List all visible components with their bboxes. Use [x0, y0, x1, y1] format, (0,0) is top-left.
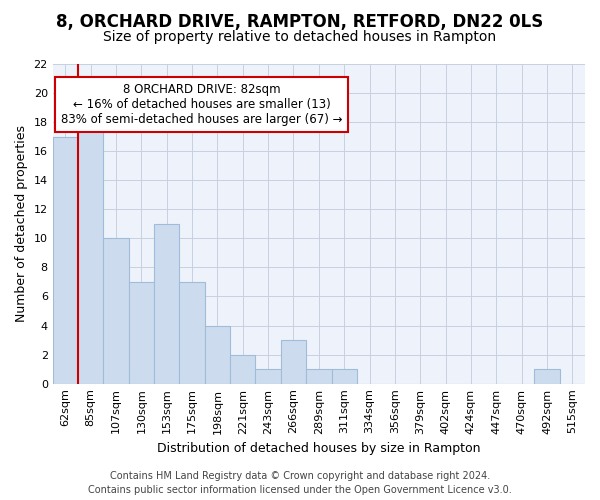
- Y-axis label: Number of detached properties: Number of detached properties: [15, 126, 28, 322]
- Text: Size of property relative to detached houses in Rampton: Size of property relative to detached ho…: [103, 30, 497, 44]
- Text: 8 ORCHARD DRIVE: 82sqm
← 16% of detached houses are smaller (13)
83% of semi-det: 8 ORCHARD DRIVE: 82sqm ← 16% of detached…: [61, 83, 343, 126]
- Bar: [332, 369, 357, 384]
- Bar: [535, 369, 560, 384]
- Bar: [256, 369, 281, 384]
- Bar: [281, 340, 306, 384]
- Bar: [306, 369, 332, 384]
- X-axis label: Distribution of detached houses by size in Rampton: Distribution of detached houses by size …: [157, 442, 481, 455]
- Bar: [230, 354, 256, 384]
- Bar: [154, 224, 179, 384]
- Bar: [53, 136, 78, 384]
- Bar: [103, 238, 129, 384]
- Bar: [78, 122, 103, 384]
- Bar: [205, 326, 230, 384]
- Text: 8, ORCHARD DRIVE, RAMPTON, RETFORD, DN22 0LS: 8, ORCHARD DRIVE, RAMPTON, RETFORD, DN22…: [56, 12, 544, 30]
- Bar: [179, 282, 205, 384]
- Text: Contains HM Land Registry data © Crown copyright and database right 2024.
Contai: Contains HM Land Registry data © Crown c…: [88, 471, 512, 495]
- Bar: [129, 282, 154, 384]
